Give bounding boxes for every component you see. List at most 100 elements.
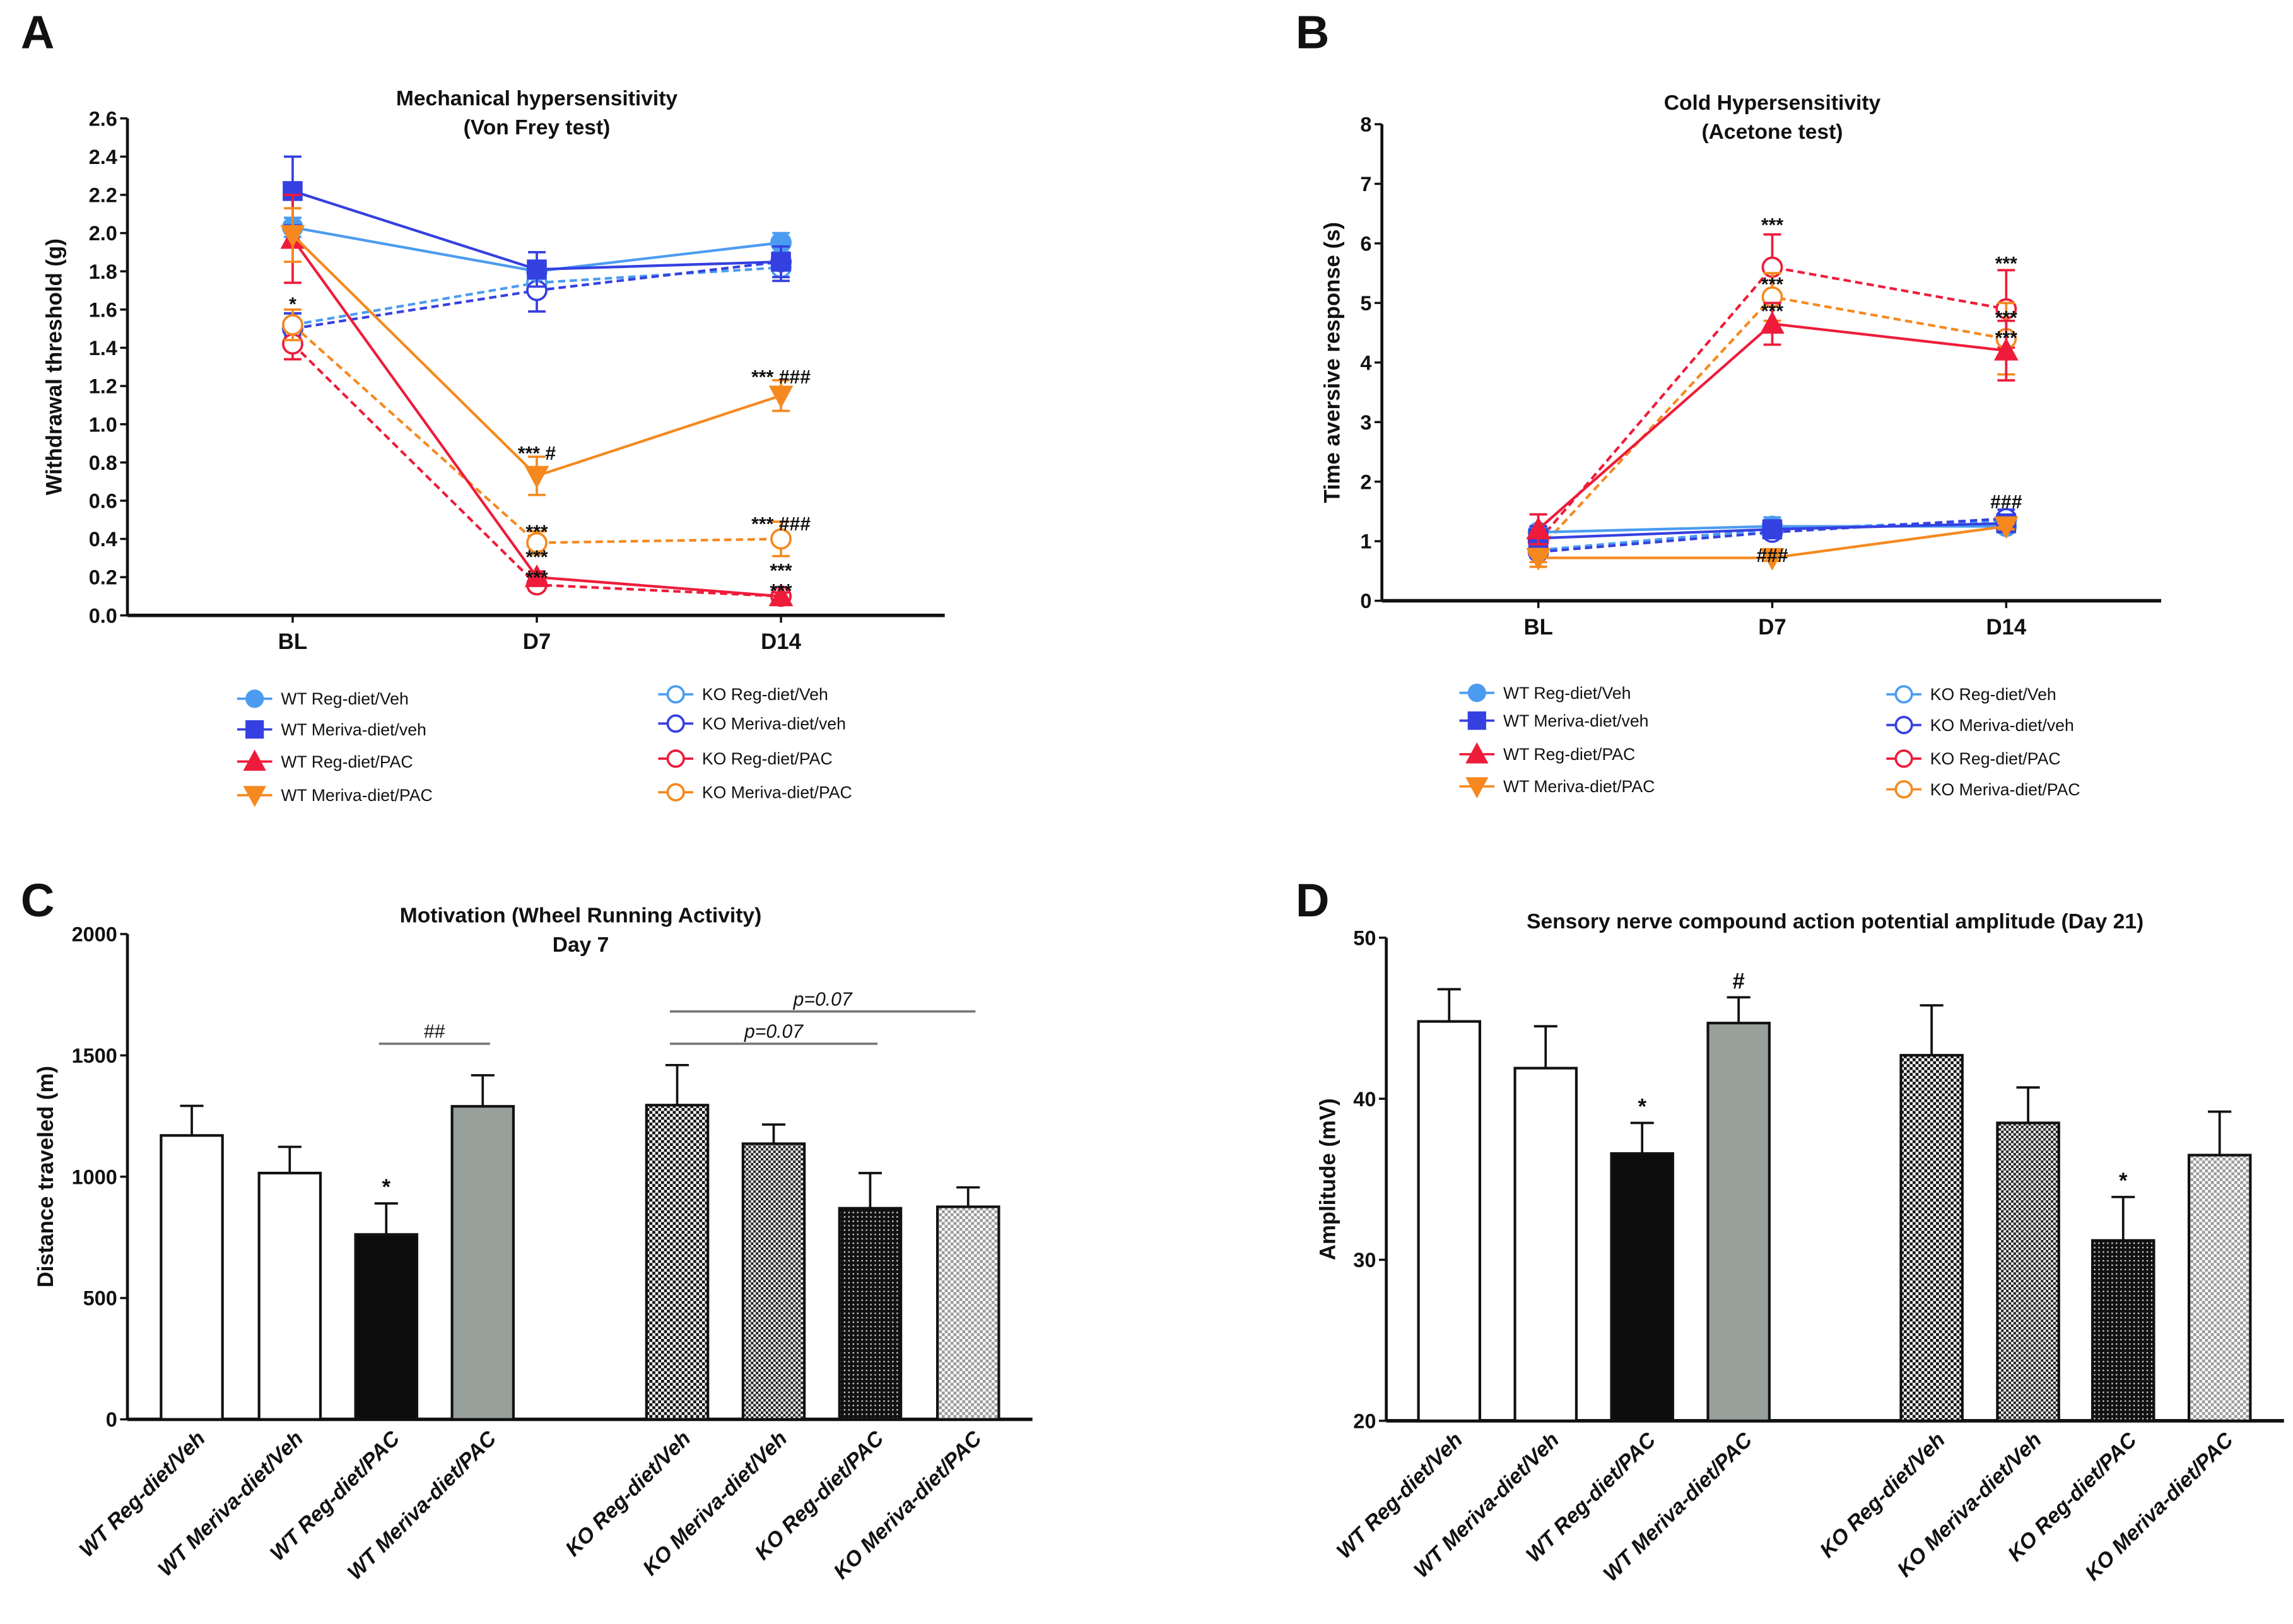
legend-label: KO Reg-diet/Veh	[1930, 685, 2056, 704]
bar	[450, 1105, 515, 1421]
data-point	[1762, 519, 1783, 540]
chart-title: Cold Hypersensitivity	[1664, 91, 1881, 115]
data-point	[1993, 337, 2019, 361]
legend-item: WT Meriva-diet/PAC	[237, 786, 433, 807]
bar	[645, 1104, 710, 1421]
legend-label: WT Reg-diet/Veh	[1503, 684, 1631, 703]
series-wt-meriva-diet-veh	[283, 155, 791, 288]
legend-item: WT Reg-diet/PAC	[1459, 742, 1635, 764]
significance-label: *	[2119, 1169, 2128, 1193]
bar-group: WT Reg-diet/Veh	[1332, 988, 1482, 1563]
legend-item: WT Reg-diet/Veh	[237, 689, 409, 708]
y-tick-label: 5	[1360, 292, 1371, 315]
y-tick-label: 0.8	[89, 452, 117, 474]
bracket-label: p=0.07	[793, 989, 853, 1010]
panel-letter-c: C	[21, 874, 55, 926]
series-wt-reg-diet-pac	[1526, 301, 2019, 546]
series-ko-meriva-diet-pac	[282, 308, 792, 558]
y-tick-label: 0	[106, 1408, 117, 1431]
series-line	[291, 324, 782, 544]
legend: WT Reg-diet/Veh WT Meriva-diet/veh WT Reg-…	[1459, 684, 2080, 799]
legend-item: WT Meriva-diet/PAC	[1459, 777, 1655, 798]
bar	[2187, 1154, 2252, 1422]
legend-label: WT Meriva-diet/PAC	[281, 786, 432, 805]
data-point	[1760, 311, 1785, 334]
data-point	[524, 465, 549, 489]
data-point	[770, 528, 792, 550]
legend-label: KO Meriva-diet/veh	[702, 715, 846, 733]
bar-group: KO Reg-diet/Veh	[561, 1063, 710, 1561]
panel-b-cold-hypersensitivity: 0 1 2 3 4 5 6 7 8 Time aversive response (s) Cold …	[1320, 91, 2162, 799]
legend-label: WT Reg-diet/PAC	[1503, 745, 1635, 764]
legend-label: KO Meriva-diet/PAC	[702, 783, 852, 802]
y-tick-label: 2.2	[89, 184, 117, 207]
bracket-label: ##	[424, 1022, 445, 1043]
y-tick-label: 3	[1360, 411, 1371, 434]
chart-title: (Von Frey test)	[464, 116, 611, 139]
panel-letter-d: D	[1296, 874, 1330, 926]
legend-label: KO Meriva-diet/veh	[1930, 716, 2074, 735]
legend-label: WT Meriva-diet/PAC	[1503, 777, 1655, 796]
bar	[741, 1142, 806, 1421]
panel-c-wheel-running: 0 500 1000 1500 2000 Distance traveled (m) Mot…	[34, 904, 1033, 1585]
data-point	[1526, 517, 1551, 540]
y-tick-label: 0.2	[89, 566, 117, 589]
legend-item: WT Reg-diet/Veh	[1459, 684, 1631, 703]
bar	[838, 1206, 903, 1421]
data-point	[1526, 547, 1551, 571]
legend-marker	[1894, 749, 1913, 768]
y-tick-label: 2.6	[89, 107, 117, 130]
y-tick-label: 1.2	[89, 375, 117, 398]
data-point	[283, 181, 303, 201]
y-tick-label: 0	[1360, 590, 1371, 612]
legend-marker	[245, 689, 264, 708]
y-tick-label: 30	[1353, 1249, 1376, 1271]
chart-title: Sensory nerve compound action potential …	[1527, 910, 2143, 933]
legend-item: WT Reg-diet/PAC	[237, 749, 413, 771]
legend-item: KO Meriva-diet/veh	[658, 715, 846, 733]
legend-marker	[1894, 685, 1913, 704]
y-tick-label: 2.4	[89, 146, 117, 168]
significance-label: ***	[525, 522, 548, 542]
legend-marker	[243, 786, 266, 807]
legend-marker	[666, 783, 685, 802]
significance-label: ###	[1990, 492, 2022, 513]
significance-label: #	[1733, 969, 1745, 993]
chart-title: (Acetone test)	[1701, 120, 1843, 144]
significance-label: ***	[770, 581, 792, 602]
y-tick-label: 1500	[72, 1044, 117, 1067]
panel-letter-b: B	[1296, 6, 1330, 58]
legend-label: KO Meriva-diet/PAC	[1930, 780, 2080, 799]
legend-marker	[1894, 715, 1913, 735]
chart-title: Day 7	[553, 933, 609, 957]
y-tick-label: 2	[1360, 470, 1371, 493]
bar	[935, 1205, 1000, 1421]
bracket-label: p=0.07	[744, 1022, 804, 1043]
legend-item: WT Meriva-diet/veh	[1459, 711, 1648, 730]
y-tick-label: 20	[1353, 1410, 1376, 1432]
legend-label: KO Reg-diet/Veh	[702, 685, 828, 704]
y-axis-label: Withdrawal threshold (g)	[43, 238, 67, 495]
y-tick-label: 40	[1353, 1088, 1376, 1111]
legend-marker	[1465, 777, 1489, 798]
bar	[1899, 1054, 1964, 1422]
significance-label: ***	[525, 547, 548, 568]
bar	[1417, 1020, 1482, 1422]
legend-marker	[1465, 742, 1489, 764]
bar	[1513, 1066, 1578, 1422]
y-tick-label: 7	[1360, 173, 1371, 196]
x-tick-label: D14	[761, 630, 801, 654]
significance-label: *** #	[518, 443, 556, 464]
y-tick-label: 1.8	[89, 260, 117, 283]
x-tick-label: D14	[1986, 616, 2026, 640]
y-tick-label: 4	[1360, 351, 1371, 374]
significance-label: *	[1638, 1095, 1646, 1119]
legend-item: KO Meriva-diet/veh	[1886, 716, 2074, 735]
y-tick-label: 0.4	[89, 528, 117, 551]
x-tick-label: D7	[523, 630, 551, 654]
chart-title: Motivation (Wheel Running Activity)	[400, 904, 762, 927]
legend-marker	[666, 685, 685, 704]
significance-label: *	[289, 295, 296, 315]
legend-marker	[666, 749, 685, 768]
